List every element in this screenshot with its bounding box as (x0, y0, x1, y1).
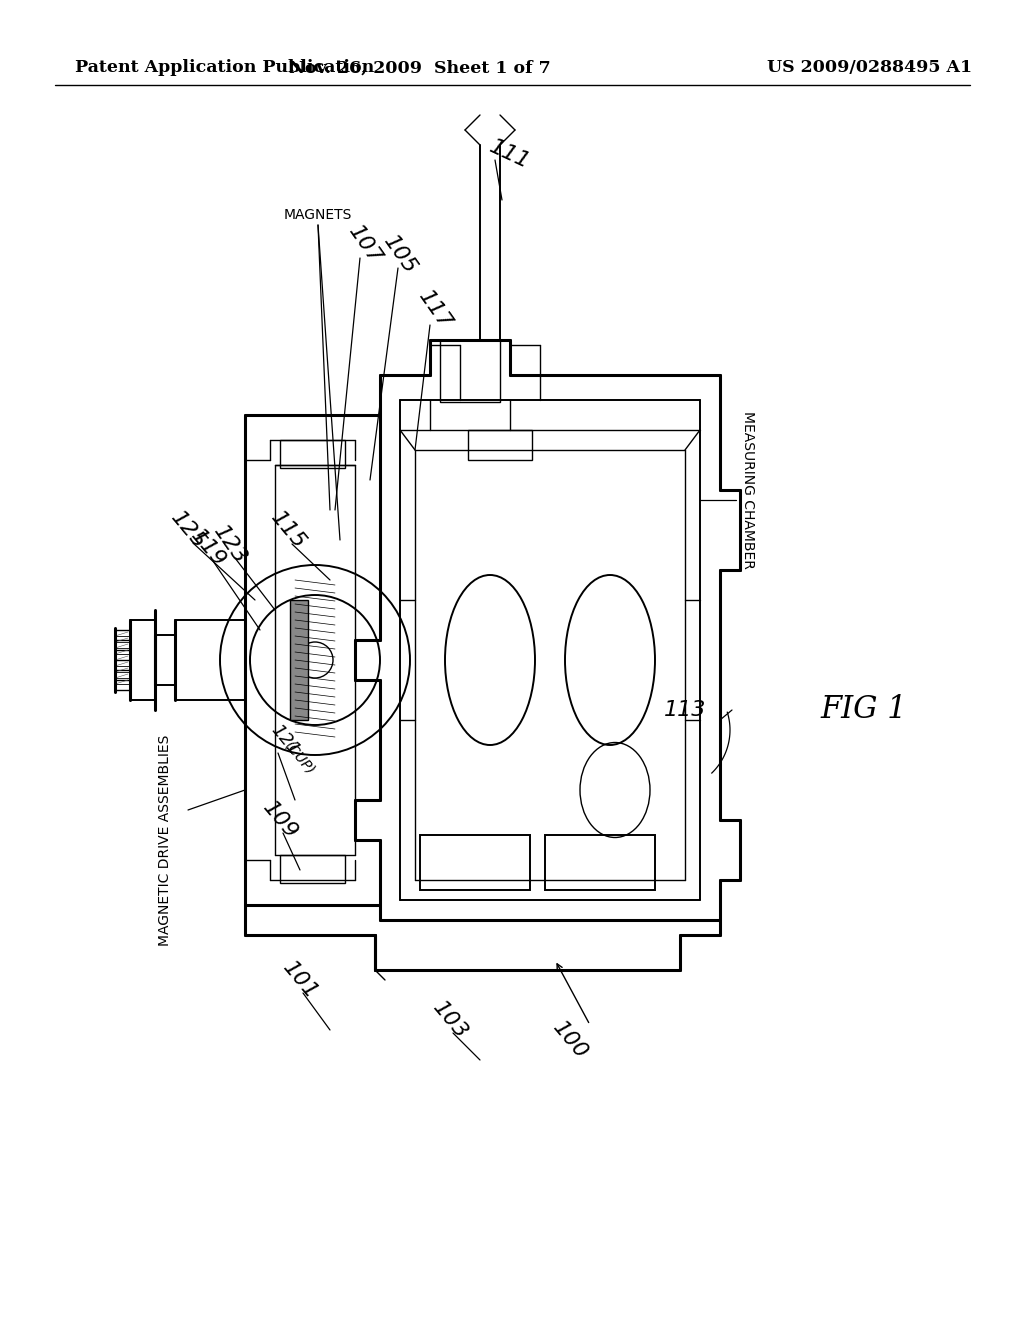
Text: 115: 115 (266, 507, 309, 553)
Text: MEASURING CHAMBER: MEASURING CHAMBER (741, 411, 755, 569)
Text: 113: 113 (664, 700, 707, 719)
Text: Nov. 26, 2009  Sheet 1 of 7: Nov. 26, 2009 Sheet 1 of 7 (289, 59, 551, 77)
Text: 105: 105 (380, 232, 420, 279)
Bar (545, 836, 655, 890)
Text: 117: 117 (415, 286, 456, 333)
Text: (CUP): (CUP) (282, 739, 317, 777)
Text: 101: 101 (279, 957, 322, 1003)
Bar (280, 440, 345, 469)
Text: US 2009/0288495 A1: US 2009/0288495 A1 (767, 59, 973, 77)
Text: 109: 109 (259, 797, 301, 842)
Text: 123: 123 (210, 521, 250, 568)
Text: 121: 121 (267, 721, 303, 759)
Text: 100: 100 (549, 1018, 591, 1063)
Text: 125: 125 (167, 507, 209, 553)
Text: 103: 103 (429, 998, 471, 1043)
Text: Patent Application Publication: Patent Application Publication (75, 59, 374, 77)
Text: FIG 1: FIG 1 (820, 694, 906, 726)
Text: 107: 107 (345, 222, 385, 268)
Text: MAGNETIC DRIVE ASSEMBLIES: MAGNETIC DRIVE ASSEMBLIES (158, 734, 172, 945)
Text: 119: 119 (186, 525, 229, 570)
Bar (440, 341, 500, 403)
Text: MAGNETS: MAGNETS (284, 209, 352, 222)
Text: 111: 111 (486, 137, 534, 173)
Bar (290, 601, 308, 719)
Bar (468, 430, 532, 459)
Bar (280, 855, 345, 883)
Bar (420, 836, 530, 890)
